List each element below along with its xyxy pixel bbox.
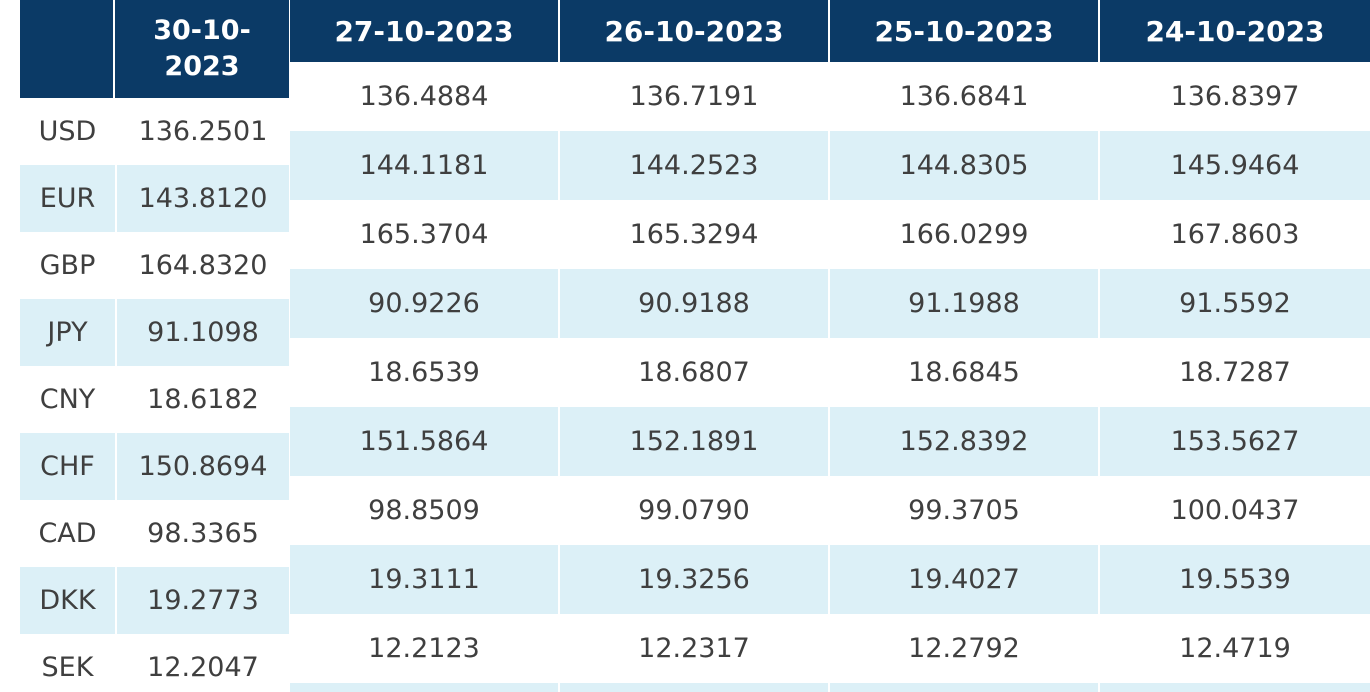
rate-cell: 145.9464 xyxy=(1170,150,1300,181)
currency-code: USD xyxy=(20,98,117,165)
rate-cell: 19.3111 xyxy=(290,545,560,614)
rate-cell: 152.8392 xyxy=(830,407,1100,476)
rate-cell: 12.2792 xyxy=(830,614,1100,683)
latest-rates-header: 30-10- 2023 xyxy=(20,0,289,98)
currency-code: DKK xyxy=(20,567,117,634)
latest-date-line2: 2023 xyxy=(164,51,240,82)
table-row: 144.1181 144.2523 144.8305 145.9464 xyxy=(290,131,1370,200)
table-row-chf: CHF 150.8694 xyxy=(20,433,289,500)
rate-cell: 18.7287 xyxy=(1179,357,1291,388)
table-row: 19.3111 19.3256 19.4027 19.5539 xyxy=(290,545,1370,614)
table-row: 136.4884 136.7191 136.6841 136.8397 xyxy=(290,62,1370,131)
rate-value: 164.8320 xyxy=(138,250,268,281)
date-header: 27-10-2023 xyxy=(290,0,560,62)
rate-cell: 91.1988 xyxy=(830,269,1100,338)
table-row: 165.3704 165.3294 166.0299 167.8603 xyxy=(290,200,1370,269)
rate-cell: 152.1891 xyxy=(560,407,830,476)
rate-cell: 12.4719 xyxy=(1179,633,1291,664)
historical-rates-header: 27-10-2023 26-10-2023 25-10-2023 24-10-2… xyxy=(290,0,1370,62)
currency-column-header xyxy=(20,0,115,98)
rate-cell: 136.4884 xyxy=(290,62,560,131)
rate-cell xyxy=(560,683,830,692)
rate-cell: 144.1181 xyxy=(290,131,560,200)
table-row-jpy: JPY 91.1098 xyxy=(20,299,289,366)
rate-cell: 100.0437 xyxy=(1170,495,1300,526)
latest-date-header: 30-10- 2023 xyxy=(115,0,289,98)
rate-cell: 90.9226 xyxy=(290,269,560,338)
rate-cell xyxy=(830,683,1100,692)
table-row-partial xyxy=(290,683,1370,692)
rate-value: 98.3365 xyxy=(147,518,259,549)
rate-cell: 99.3705 xyxy=(830,476,1100,545)
rate-cell: 12.2123 xyxy=(290,614,560,683)
table-row: 151.5864 152.1891 152.8392 153.5627 xyxy=(290,407,1370,476)
rate-cell: 136.8397 xyxy=(1170,81,1300,112)
currency-code: SEK xyxy=(20,634,117,692)
historical-rates-table: 27-10-2023 26-10-2023 25-10-2023 24-10-2… xyxy=(290,0,1370,692)
table-row-cad: CAD 98.3365 xyxy=(20,500,289,567)
rate-cell: 136.7191 xyxy=(560,62,830,131)
rate-value: 19.2773 xyxy=(147,585,259,616)
table-row-eur: EUR 143.8120 xyxy=(20,165,289,232)
rate-value: 12.2047 xyxy=(147,652,259,683)
rate-cell: 165.3704 xyxy=(290,200,560,269)
rate-cell xyxy=(1100,683,1370,692)
table-row-gbp: GBP 164.8320 xyxy=(20,232,289,299)
table-row-sek: SEK 12.2047 xyxy=(20,634,289,692)
rate-cell: 99.0790 xyxy=(560,476,830,545)
rate-cell: 19.4027 xyxy=(830,545,1100,614)
rate-value: 136.2501 xyxy=(138,116,268,147)
rate-cell: 166.0299 xyxy=(830,200,1100,269)
table-row: 98.8509 99.0790 99.3705 100.0437 xyxy=(290,476,1370,545)
rate-cell: 98.8509 xyxy=(290,476,560,545)
rate-cell: 19.3256 xyxy=(560,545,830,614)
latest-date-line1: 30-10- xyxy=(153,15,251,46)
rate-cell: 18.6845 xyxy=(830,338,1100,407)
table-row: 90.9226 90.9188 91.1988 91.5592 xyxy=(290,269,1370,338)
rate-value: 91.1098 xyxy=(147,317,259,348)
rate-cell: 136.6841 xyxy=(830,62,1100,131)
currency-code: EUR xyxy=(20,165,117,232)
rate-cell: 90.9188 xyxy=(560,269,830,338)
rate-value: 143.8120 xyxy=(138,183,268,214)
rate-cell: 18.6539 xyxy=(290,338,560,407)
rate-cell: 91.5592 xyxy=(1179,288,1291,319)
rate-cell: 151.5864 xyxy=(290,407,560,476)
currency-code: CAD xyxy=(20,500,117,567)
table-row-usd: USD 136.2501 xyxy=(20,98,289,165)
date-header: 25-10-2023 xyxy=(830,0,1100,62)
table-row-cny: CNY 18.6182 xyxy=(20,366,289,433)
rate-cell: 19.5539 xyxy=(1179,564,1291,595)
table-row-dkk: DKK 19.2773 xyxy=(20,567,289,634)
rate-cell: 165.3294 xyxy=(560,200,830,269)
date-header: 24-10-2023 xyxy=(1100,0,1370,62)
rate-value: 150.8694 xyxy=(138,451,268,482)
rate-cell: 144.2523 xyxy=(560,131,830,200)
currency-code: JPY xyxy=(20,299,117,366)
rate-cell: 153.5627 xyxy=(1170,426,1300,457)
currency-code: CNY xyxy=(20,366,117,433)
rate-cell: 167.8603 xyxy=(1170,219,1300,250)
table-row: 12.2123 12.2317 12.2792 12.4719 xyxy=(290,614,1370,683)
rate-value: 18.6182 xyxy=(147,384,259,415)
rate-cell: 144.8305 xyxy=(830,131,1100,200)
rate-cell: 12.2317 xyxy=(560,614,830,683)
currency-code: GBP xyxy=(20,232,117,299)
latest-rates-table: 30-10- 2023 USD 136.2501 EUR 143.8120 GB… xyxy=(20,0,289,692)
rate-cell xyxy=(290,683,560,692)
table-row: 18.6539 18.6807 18.6845 18.7287 xyxy=(290,338,1370,407)
rate-cell: 18.6807 xyxy=(560,338,830,407)
date-header: 26-10-2023 xyxy=(560,0,830,62)
currency-code: CHF xyxy=(20,433,117,500)
